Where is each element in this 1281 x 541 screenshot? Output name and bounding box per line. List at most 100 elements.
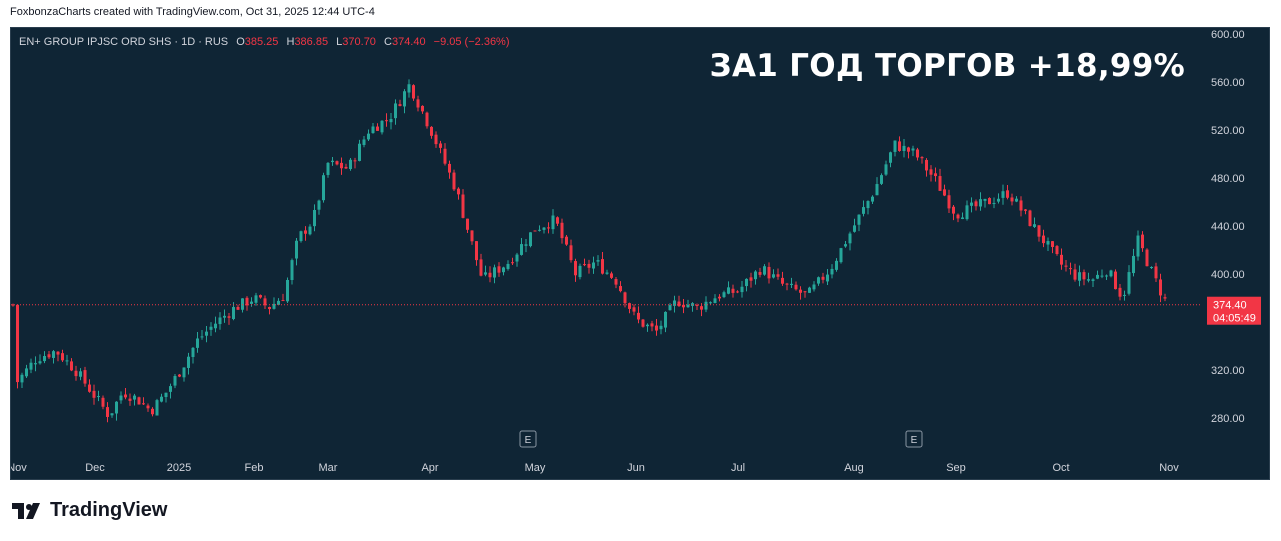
y-axis-tick-label: 560.00: [1211, 77, 1245, 89]
candle: [844, 244, 847, 247]
candle: [871, 196, 874, 202]
candle: [1136, 235, 1140, 257]
candle: [304, 230, 307, 234]
candle: [52, 351, 55, 358]
candle: [214, 323, 217, 329]
last-price-value: 374.40: [1213, 300, 1247, 312]
candle: [1114, 271, 1117, 290]
candle: [979, 199, 982, 207]
x-axis-month-label: Dec: [85, 462, 105, 474]
candle: [241, 298, 244, 310]
y-axis-tick-label: 320.00: [1211, 365, 1245, 377]
candle: [650, 323, 654, 327]
earnings-marker-icon[interactable]: [905, 430, 923, 448]
candle: [457, 188, 460, 195]
chart-panel[interactable]: 600.00 560.00 520.00 480.00 440.00 400.00 320.…: [10, 27, 1270, 480]
candle: [961, 217, 964, 219]
candle: [700, 306, 703, 310]
price-chart[interactable]: 600.00 560.00 520.00 480.00 440.00 400.00 320.…: [11, 28, 1269, 479]
candle: [164, 392, 168, 398]
candle: [767, 266, 771, 279]
earnings-marker-icon[interactable]: [519, 430, 537, 448]
candle: [848, 233, 852, 244]
candle: [790, 283, 793, 285]
candle: [668, 305, 672, 311]
candle: [259, 295, 262, 298]
candle: [1037, 225, 1041, 237]
candle: [223, 315, 226, 318]
x-axis-month-label: 2025: [167, 462, 191, 474]
candle: [506, 263, 510, 269]
candle: [421, 105, 424, 112]
candle: [398, 104, 402, 106]
x-axis-month-label: Aug: [844, 462, 864, 474]
candle: [853, 225, 856, 232]
candle: [128, 398, 132, 401]
candle: [335, 161, 339, 165]
earnings-marker-label: E: [525, 435, 532, 446]
candle: [20, 374, 24, 383]
footer-brand: TradingView: [12, 499, 167, 522]
candle: [920, 157, 924, 159]
candle: [236, 306, 240, 310]
candle: [1033, 224, 1036, 227]
candle: [1019, 200, 1023, 211]
candle: [340, 162, 343, 169]
candle: [61, 353, 64, 361]
candle: [718, 296, 721, 299]
candle: [902, 145, 906, 151]
candle: [254, 295, 258, 303]
candle: [101, 397, 105, 407]
candle: [443, 148, 447, 164]
candle: [605, 272, 609, 274]
candle: [682, 304, 685, 308]
candle: [25, 368, 28, 377]
candle: [983, 198, 987, 201]
candle: [646, 324, 649, 327]
symbol-title[interactable]: EN+ GROUP IPJSC ORD SHS · 1D · RUS: [19, 36, 229, 48]
candle: [74, 370, 78, 377]
candle: [83, 370, 87, 384]
candle: [520, 244, 523, 255]
candle: [452, 172, 456, 190]
candle: [218, 317, 222, 325]
candle: [938, 176, 942, 191]
low-key: L: [336, 36, 343, 48]
candle: [151, 408, 154, 415]
candle: [245, 297, 249, 306]
candle: [92, 390, 96, 398]
candle: [1132, 255, 1135, 274]
low-value: 370.70: [342, 36, 376, 48]
candle: [686, 304, 690, 308]
x-axis-month-label: May: [525, 462, 546, 474]
candle: [133, 395, 136, 400]
candle: [1163, 297, 1167, 299]
candle: [515, 254, 519, 262]
candle: [1069, 268, 1072, 270]
candle: [529, 232, 532, 247]
candle: [1109, 270, 1113, 277]
x-axis-month-label: Jun: [627, 462, 645, 474]
candle: [313, 210, 316, 227]
candle: [493, 267, 496, 278]
last-price-label: [1207, 296, 1261, 325]
candle: [943, 189, 946, 196]
candle: [70, 361, 73, 371]
candle: [893, 140, 897, 152]
candle: [1055, 246, 1059, 255]
candle: [569, 245, 573, 261]
candle: [326, 162, 330, 175]
candle: [317, 200, 321, 210]
candle: [722, 292, 726, 298]
candle: [97, 396, 100, 398]
candle: [970, 202, 973, 206]
earnings-marker-label: E: [911, 435, 918, 446]
candle: [178, 374, 181, 377]
candle: [659, 325, 663, 330]
candle: [169, 386, 172, 392]
candle: [745, 278, 748, 287]
candle: [470, 230, 474, 242]
countdown-timer: 04:05:49: [1213, 313, 1256, 325]
candle: [1006, 190, 1009, 198]
tradingview-logo-icon: [12, 502, 40, 519]
